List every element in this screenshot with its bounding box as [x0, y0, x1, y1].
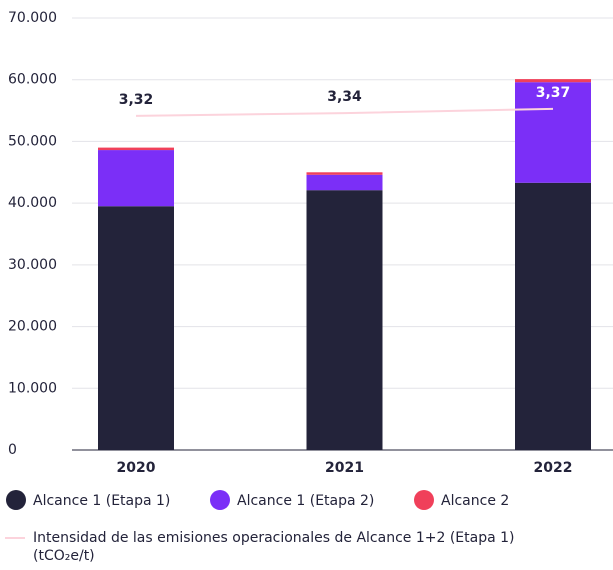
legend-label: Intensidad de las emisiones operacionale… [33, 530, 515, 564]
x-tick-label: 2022 [534, 460, 573, 476]
y-tick-label: 0 [8, 442, 17, 458]
bar-segment [515, 182, 591, 450]
legend-label: Alcance 1 (Etapa 2) [237, 493, 374, 509]
y-tick-label: 20.000 [8, 319, 57, 335]
bar-segment [98, 206, 174, 450]
bar-segment [306, 172, 383, 175]
y-tick-label: 40.000 [8, 195, 57, 211]
y-tick-label: 60.000 [8, 72, 57, 88]
bar-segment [306, 174, 383, 191]
bar-segment [306, 190, 383, 450]
bar-segment [98, 147, 174, 151]
legend-label: Alcance 1 (Etapa 1) [33, 493, 170, 509]
legend-marker [210, 490, 230, 510]
x-tick-label: 2020 [117, 460, 156, 476]
x-tick-label: 2021 [325, 460, 364, 476]
y-tick-label: 30.000 [8, 257, 57, 273]
bar-segment [515, 79, 591, 83]
data-label: 3,32 [119, 92, 154, 108]
y-tick-label: 10.000 [8, 380, 57, 396]
legend-marker [6, 490, 26, 510]
line [135, 107, 554, 117]
legend-label: Alcance 2 [441, 493, 509, 509]
y-tick-label: 70.000 [8, 10, 57, 26]
bar-segment [98, 150, 174, 207]
bar-segment [515, 82, 591, 183]
data-label: 3,34 [327, 89, 362, 105]
data-label: 3,37 [536, 85, 571, 101]
legend-marker [414, 490, 434, 510]
y-tick-label: 50.000 [8, 133, 57, 149]
